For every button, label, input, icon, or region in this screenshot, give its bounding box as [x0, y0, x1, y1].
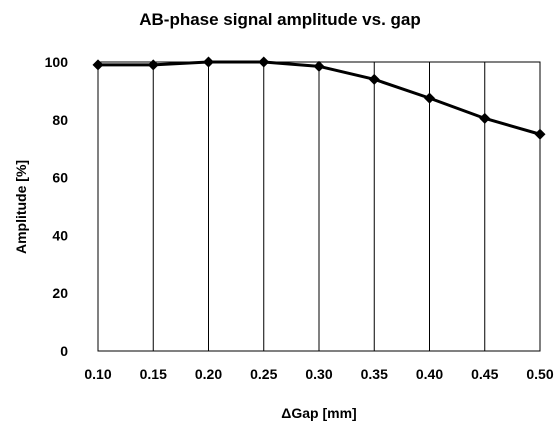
x-tick-label: 0.25	[250, 366, 277, 382]
x-axis-label: ΔGap [mm]	[281, 405, 356, 421]
plot-area	[92, 56, 546, 352]
data-point	[258, 56, 270, 68]
y-tick-label: 60	[52, 170, 68, 186]
x-tick-label: 0.30	[305, 366, 332, 382]
data-point	[368, 73, 380, 85]
data-point	[424, 92, 435, 104]
x-tick-label: 0.35	[361, 366, 388, 382]
gridlines	[152, 62, 486, 351]
data-point	[534, 128, 546, 140]
data-point	[479, 112, 491, 124]
data-point	[147, 59, 159, 71]
x-tick-label: 0.45	[471, 366, 498, 382]
x-tick-label: 0.10	[84, 366, 111, 382]
x-tick-labels: 0.10 0.15 0.20 0.25 0.30 0.35 0.40 0.45 0.50	[84, 366, 553, 382]
data-point	[203, 56, 214, 68]
y-tick-labels: 0 20 40 60 80 100	[45, 54, 69, 359]
series	[92, 56, 546, 140]
y-tick-label: 0	[60, 343, 68, 359]
chart-title: AB-phase signal amplitude vs. gap	[139, 10, 421, 29]
y-tick-label: 80	[52, 112, 68, 128]
y-tick-label: 100	[45, 54, 69, 70]
y-tick-label: 40	[52, 227, 68, 243]
x-tick-label: 0.40	[416, 366, 443, 382]
x-tick-label: 0.20	[195, 366, 222, 382]
x-tick-label: 0.15	[140, 366, 167, 382]
y-axis-label: Amplitude [%]	[13, 160, 29, 254]
data-point	[92, 59, 104, 71]
y-tick-label: 20	[52, 285, 68, 301]
data-point	[313, 60, 325, 72]
x-tick-label: 0.50	[526, 366, 553, 382]
